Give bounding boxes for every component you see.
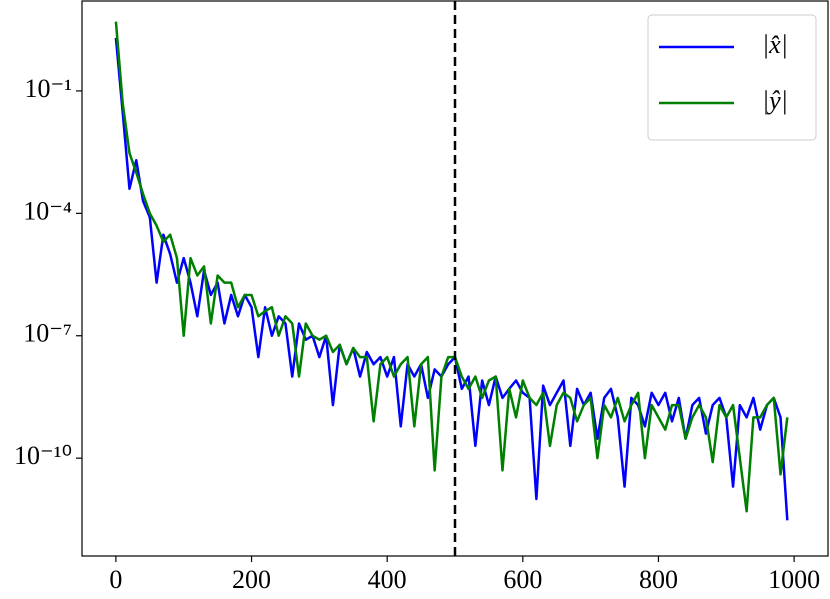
plot-frame <box>81 0 829 557</box>
y-tick-label: 10⁻¹⁰ <box>14 441 72 470</box>
legend-box <box>647 14 817 141</box>
legend-label: |ŷ| <box>762 86 788 115</box>
legend-label: |x̂| <box>762 30 788 59</box>
x-tick-label: 400 <box>368 565 407 594</box>
x-tick-label: 200 <box>232 565 271 594</box>
x-tick-label: 1000 <box>768 565 820 594</box>
y-tick-label: 10⁻⁷ <box>23 319 72 348</box>
x-tick-label: 0 <box>109 565 122 594</box>
y-tick-label: 10⁻⁴ <box>23 196 72 225</box>
x-tick-label: 600 <box>503 565 542 594</box>
series-line <box>114 37 789 521</box>
y-tick-label: 10⁻¹ <box>24 74 72 103</box>
series-line <box>114 21 789 513</box>
x-tick-label: 800 <box>639 565 678 594</box>
